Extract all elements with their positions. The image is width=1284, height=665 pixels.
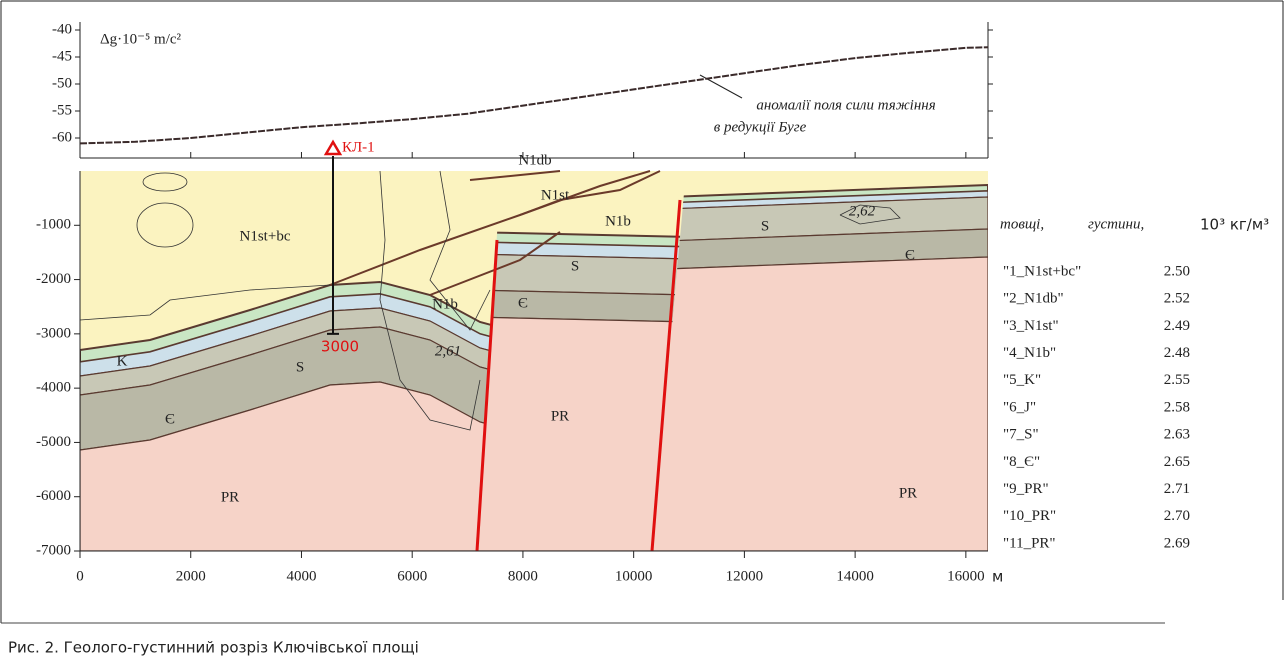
legend-name: "5_K": [1003, 372, 1041, 388]
x-tick-label: 16000: [947, 568, 985, 584]
layer-label: N1st+bc: [240, 228, 291, 244]
y-tick-label: -3000: [36, 325, 71, 341]
layer-label: PR: [551, 408, 569, 424]
legend-density: 2.55: [1164, 372, 1190, 388]
legend-density: 2.71: [1164, 481, 1190, 497]
legend-name: "9_PR": [1003, 481, 1049, 497]
legend-density: 2.65: [1164, 454, 1190, 470]
layer: [477, 316, 686, 551]
block: [80, 280, 501, 551]
y-tick-label: -55: [52, 102, 72, 118]
y-tick-label: -1000: [36, 217, 71, 233]
y-tick-label: -45: [52, 48, 72, 64]
layer-label: S: [296, 359, 304, 375]
layer-label: Є: [905, 247, 915, 263]
frame: [0, 0, 1284, 624]
legend-name: "6_J": [1003, 399, 1036, 415]
legend: товщі, густини, 10³ кг/м³: [1000, 216, 1269, 234]
layer-label: N1db: [518, 152, 551, 168]
legend-name: "4_N1b": [1003, 345, 1056, 361]
legend-name: "1_N1st+bc": [1003, 263, 1081, 279]
x-tick-label: 0: [76, 568, 84, 584]
faults: [475, 199, 682, 552]
block: [652, 183, 988, 551]
layer-label: Є: [518, 295, 528, 311]
legend-name: "10_PR": [1003, 508, 1056, 524]
legend-name: "7_S": [1003, 427, 1039, 443]
legend-title: товщі,: [1000, 216, 1044, 232]
legend-density: 2.48: [1164, 345, 1190, 361]
caption: Рис. 2. Геолого-густинний розріз Ключівс…: [8, 639, 419, 657]
y-tick-label: -7000: [36, 542, 71, 558]
x-unit: м: [992, 568, 1003, 586]
well-name: КЛ-1: [342, 139, 375, 155]
y-tick-label: -2000: [36, 271, 71, 287]
well-depth: 3000: [321, 337, 359, 355]
well: КЛ-1: [323, 139, 375, 155]
layer-label: N1b: [432, 296, 458, 312]
x-tick-label: 14000: [836, 568, 874, 584]
legend-name: "8_Є": [1003, 454, 1040, 470]
legend-name: "3_N1st": [1003, 318, 1059, 334]
section-labels: N1st+bc N1db N1st N1b N1b K S Є S Є PR S…: [117, 152, 918, 505]
legend-title: густини,: [1088, 216, 1144, 232]
layer: [652, 183, 988, 206]
y-tick-label: -4000: [36, 380, 71, 396]
x-tick-label: 4000: [286, 568, 316, 584]
legend-density: 2.52: [1164, 291, 1190, 307]
legend-density: 2.70: [1164, 508, 1190, 524]
x-tick-label: 6000: [397, 568, 427, 584]
layer-label: PR: [221, 489, 239, 505]
gravity-line: [79, 46, 989, 145]
y-tick-label: -50: [52, 75, 72, 91]
layer: [652, 256, 988, 551]
layer: [652, 196, 988, 243]
x-tick-label: 2000: [176, 568, 206, 584]
layer: [477, 289, 686, 323]
legend-title: 10³ кг/м³: [1200, 216, 1269, 234]
y-tick-label: -5000: [36, 434, 71, 450]
legend-density: 2.58: [1164, 399, 1190, 415]
annotation: аномалії поля сили тяжіння: [756, 97, 935, 113]
layer-label: S: [761, 218, 769, 234]
x-tick-label: 10000: [615, 568, 653, 584]
x-tick-label: 12000: [726, 568, 764, 584]
legend-name: "2_N1db": [1003, 291, 1064, 307]
layer: [652, 190, 988, 211]
contours: [329, 170, 661, 296]
legend-density: 2.50: [1164, 263, 1190, 279]
layer-label: N1st: [541, 187, 570, 203]
layers: [80, 183, 988, 551]
layer: [477, 253, 686, 296]
y-tick-label: -60: [52, 129, 72, 145]
layer-label: S: [571, 258, 579, 274]
y-tick-label: -6000: [36, 488, 71, 504]
density-label: 2,62: [849, 203, 876, 219]
block: [477, 230, 686, 551]
y-tick-label: -40: [52, 21, 72, 37]
layer: [80, 381, 501, 551]
x-tick-label: 8000: [508, 568, 538, 584]
legend-density: 2.69: [1164, 535, 1190, 551]
layer-label: N1b: [605, 213, 631, 229]
layer-label: K: [117, 353, 128, 369]
layer-label: Є: [165, 411, 175, 427]
layer-label: PR: [899, 485, 917, 501]
annotation: в редукції Буге: [714, 119, 807, 135]
legend-name: "11_PR": [1003, 535, 1056, 551]
density-label: 2,61: [435, 343, 461, 359]
legend-density: 2.49: [1164, 318, 1190, 334]
y-label: Δg·10⁻⁵ m/c²: [100, 31, 182, 47]
contours-thin: [79, 170, 901, 431]
legend-density: 2.63: [1164, 427, 1190, 443]
